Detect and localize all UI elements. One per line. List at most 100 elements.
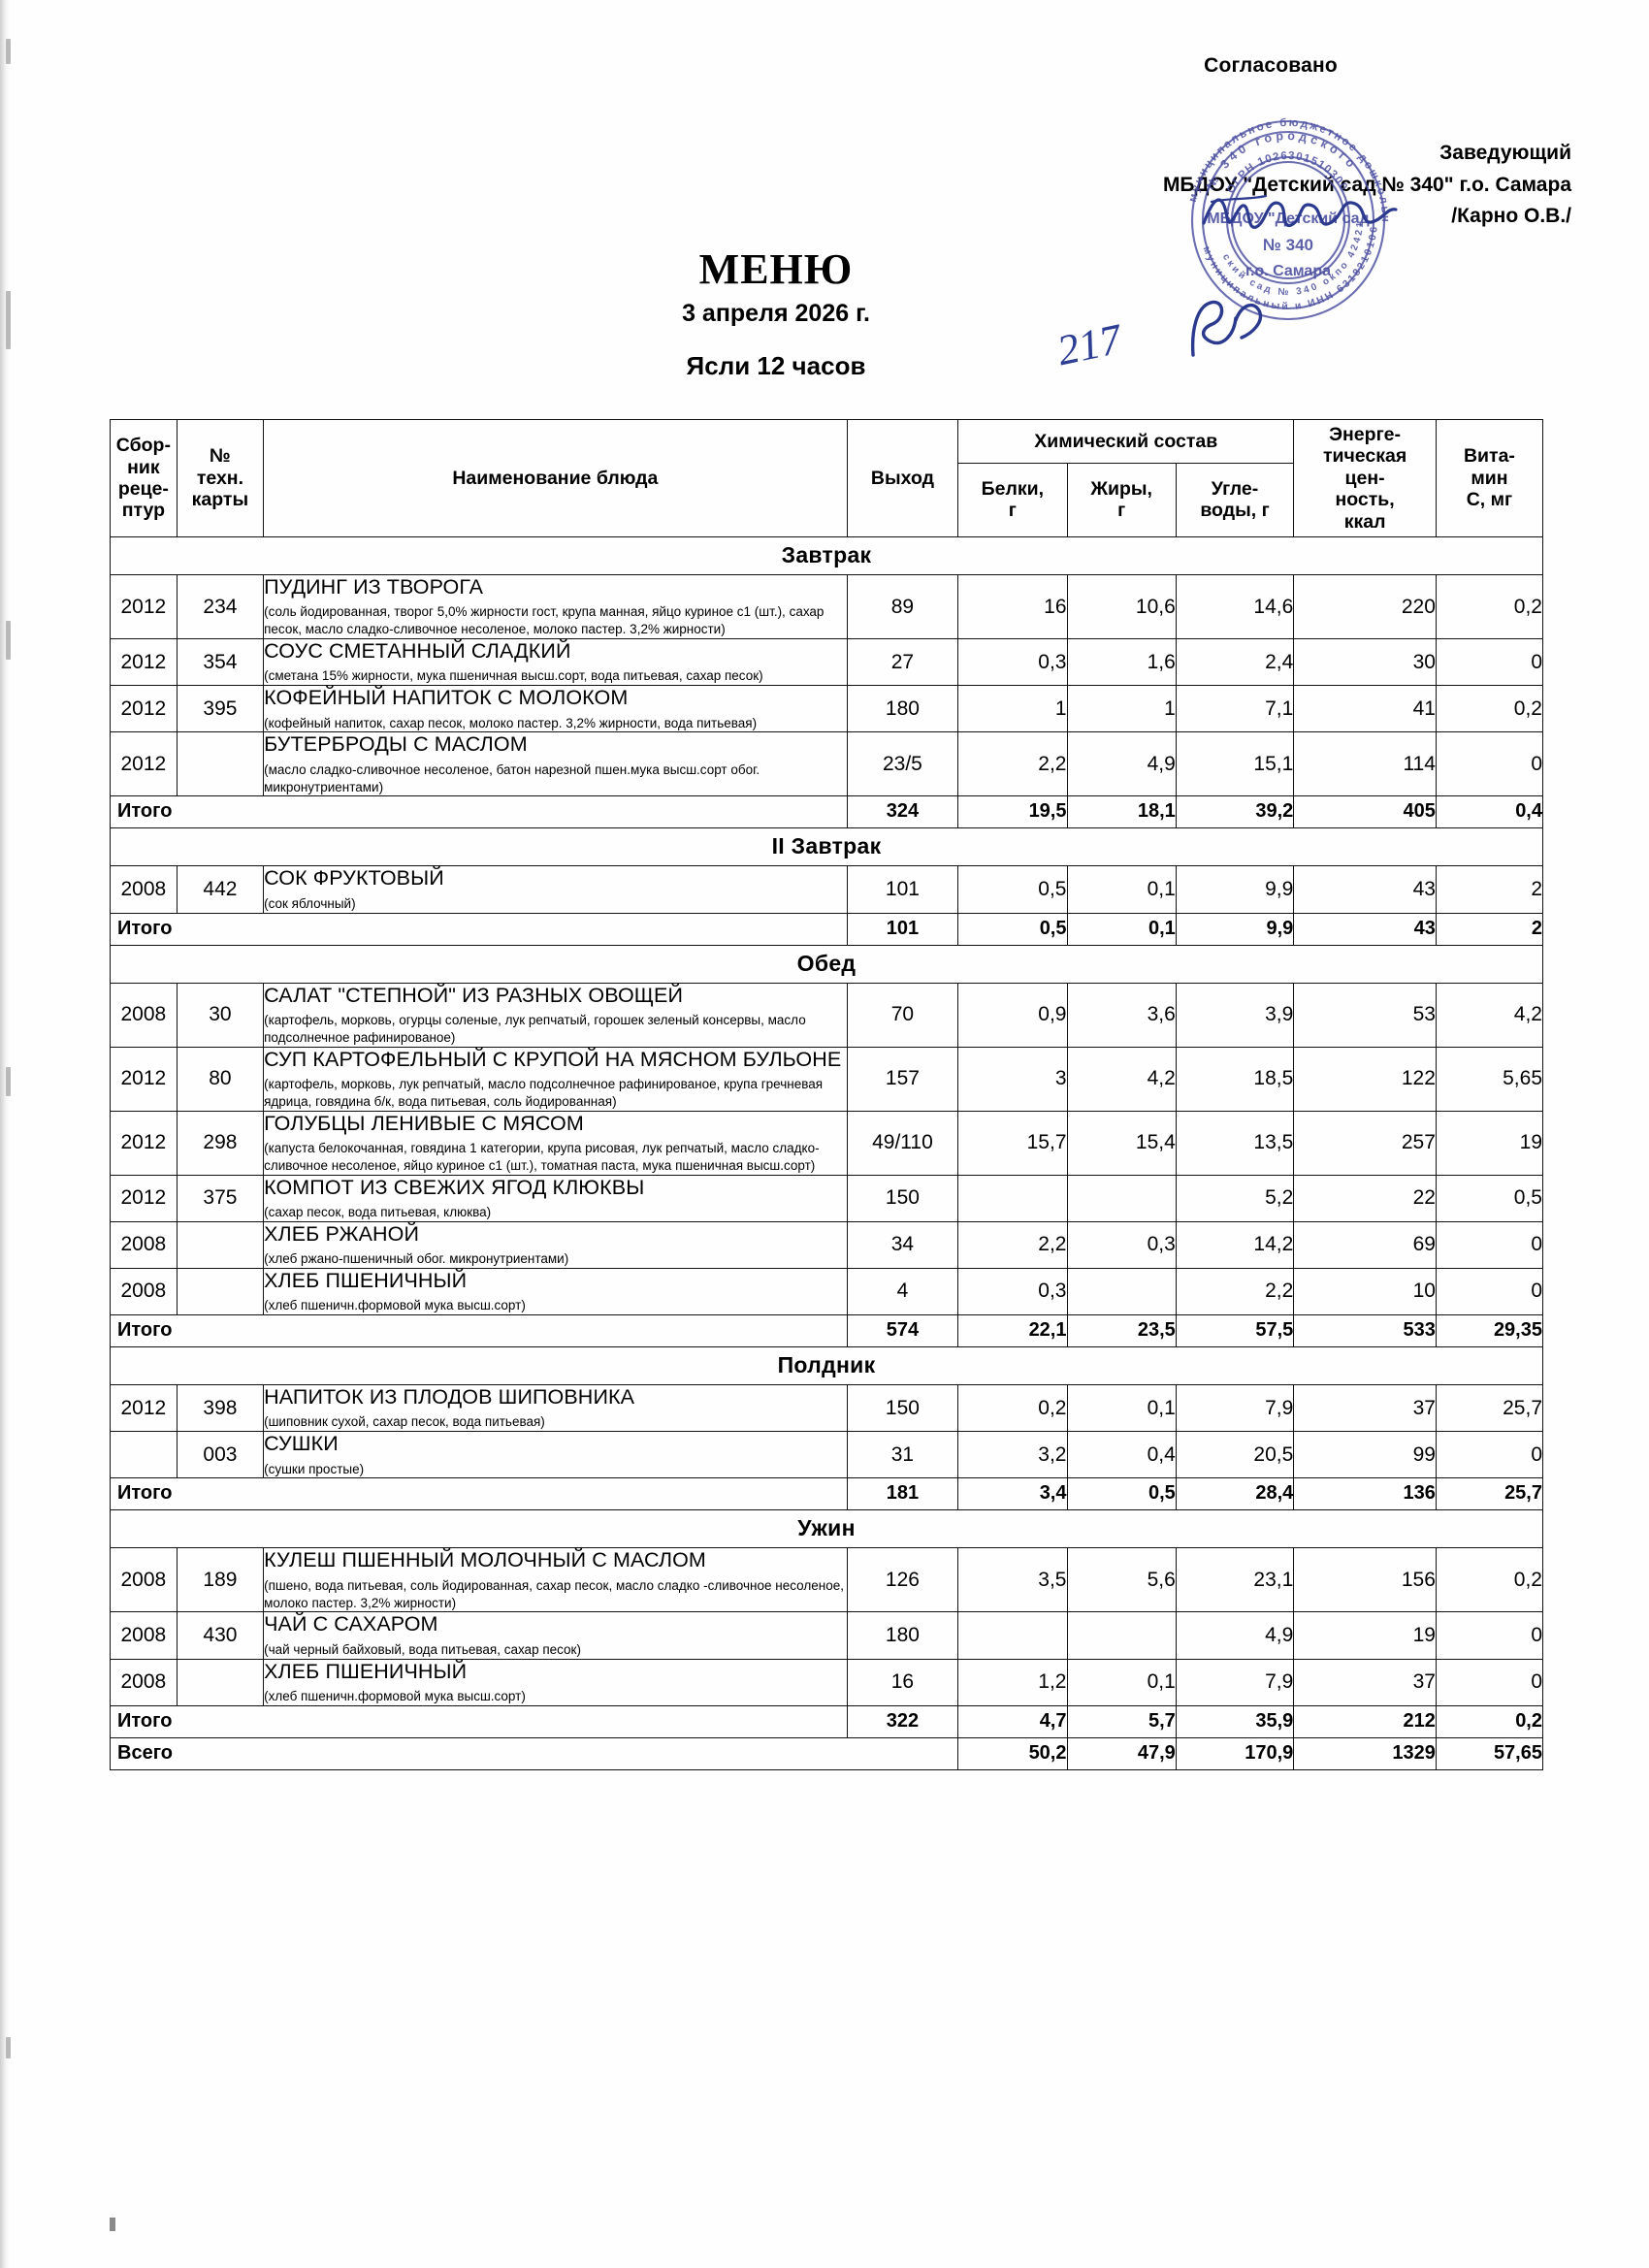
cell-dish: ХЛЕБ ПШЕНИЧНЫЙ (хлеб пшеничн.формовой мук… bbox=[263, 1267, 848, 1316]
cell-fats: 0,1 bbox=[1066, 1658, 1177, 1706]
total-output: 324 bbox=[846, 795, 959, 829]
cell-carbs: 7,9 bbox=[1175, 1658, 1295, 1706]
cell-energy: 53 bbox=[1293, 982, 1437, 1048]
cell-output: 16 bbox=[846, 1658, 959, 1706]
dish-title: ЧАЙ С САХАРОМ bbox=[264, 1612, 438, 1636]
grand-total-label: Всего bbox=[109, 1736, 959, 1770]
cell-tech-card: 189 bbox=[176, 1547, 265, 1613]
cell-output: 157 bbox=[846, 1046, 959, 1112]
cell-vitamin-c: 2 bbox=[1435, 865, 1544, 914]
total-proteins: 0,5 bbox=[957, 912, 1068, 946]
cell-energy: 257 bbox=[1293, 1110, 1437, 1176]
header-fats: Жиры, г bbox=[1066, 462, 1177, 538]
cell-output: 150 bbox=[846, 1384, 959, 1433]
cell-vitamin-c: 0 bbox=[1435, 638, 1544, 687]
table-row: 2012 80 СУП КАРТОФЕЛЬНЫЙ С КРУПОЙ НА МЯСНО… bbox=[110, 1046, 1544, 1112]
dish-ingredients: (пшено, вода питьевая, соль йодированная… bbox=[264, 1577, 844, 1610]
cell-proteins bbox=[957, 1174, 1068, 1222]
cell-proteins: 3,2 bbox=[957, 1431, 1068, 1479]
cell-proteins: 0,3 bbox=[957, 1267, 1068, 1316]
header-collection: Сбор- ник реце- птур bbox=[110, 418, 178, 538]
total-energy: 212 bbox=[1293, 1704, 1437, 1738]
dish-title: КОФЕЙНЫЙ НАПИТОК С МОЛОКОМ bbox=[264, 686, 629, 710]
cell-carbs: 7,9 bbox=[1175, 1384, 1295, 1433]
header-tech-card: № техн. карты bbox=[176, 418, 265, 538]
dish-title: СОУС СМЕТАННЫЙ СЛАДКИЙ bbox=[264, 639, 571, 664]
header-vitamin-l2: мин bbox=[1471, 467, 1508, 489]
scan-speck bbox=[6, 2037, 11, 2058]
total-carbs: 39,2 bbox=[1175, 795, 1295, 829]
dish-ingredients: (сметана 15% жирности, мука пшеничная вы… bbox=[264, 668, 763, 684]
cell-collection: 2012 bbox=[110, 1174, 178, 1222]
position-row: Заведующий bbox=[951, 138, 1571, 170]
cell-fats: 4,2 bbox=[1066, 1046, 1177, 1112]
header-fats-l1: Жиры, bbox=[1090, 477, 1152, 500]
dish-title: КОМПОТ ИЗ СВЕЖИХ ЯГОД КЛЮКВЫ bbox=[264, 1175, 645, 1199]
cell-fats: 4,9 bbox=[1066, 731, 1177, 797]
cell-carbs: 7,1 bbox=[1175, 685, 1295, 733]
cell-tech-card bbox=[176, 1267, 265, 1316]
cell-energy: 99 bbox=[1293, 1431, 1437, 1479]
cell-proteins: 16 bbox=[957, 574, 1068, 640]
cell-vitamin-c: 0 bbox=[1435, 1658, 1544, 1706]
dish-ingredients: (картофель, морковь, огурцы соленые, лук… bbox=[264, 1012, 806, 1045]
cell-vitamin-c: 0,5 bbox=[1435, 1174, 1544, 1222]
table-row: 2012 354 СОУС СМЕТАННЫЙ СЛАДКИЙ (сметана 15… bbox=[110, 638, 1544, 687]
cell-collection: 2012 bbox=[110, 731, 178, 797]
total-proteins: 4,7 bbox=[957, 1704, 1068, 1738]
total-vitamin-c: 0,2 bbox=[1435, 1704, 1544, 1738]
dish-ingredients: (хлеб пшеничн.формовой мука высш.сорт) bbox=[264, 1688, 526, 1703]
grand-total-proteins: 50,2 bbox=[957, 1736, 1068, 1770]
cell-energy: 19 bbox=[1293, 1611, 1437, 1660]
cell-energy: 10 bbox=[1293, 1267, 1437, 1316]
cell-output: 34 bbox=[846, 1220, 959, 1269]
cell-dish: ХЛЕБ ПШЕНИЧНЫЙ (хлеб пшеничн.формовой мук… bbox=[263, 1658, 848, 1706]
cell-proteins: 2,2 bbox=[957, 1220, 1068, 1269]
cell-tech-card: 442 bbox=[176, 865, 265, 914]
cell-proteins: 0,2 bbox=[957, 1384, 1068, 1433]
cell-energy: 69 bbox=[1293, 1220, 1437, 1269]
meal-section-label: Обед bbox=[110, 944, 1543, 984]
cell-proteins: 15,7 bbox=[957, 1110, 1068, 1176]
cell-fats bbox=[1066, 1174, 1177, 1222]
cell-tech-card: 395 bbox=[176, 685, 265, 733]
cell-vitamin-c: 0,2 bbox=[1435, 1547, 1544, 1613]
table-row: 2008 30 САЛАТ "СТЕПНОЙ" ИЗ РАЗНЫХ ОВОЩЕЙ (к… bbox=[110, 982, 1544, 1048]
section-total-label: Итого bbox=[110, 795, 848, 829]
cell-vitamin-c: 25,7 bbox=[1435, 1384, 1544, 1433]
cell-fats: 3,6 bbox=[1066, 982, 1177, 1048]
section-total-label: Итого bbox=[110, 1314, 848, 1348]
total-proteins: 22,1 bbox=[957, 1314, 1068, 1348]
total-fats: 0,5 bbox=[1066, 1477, 1177, 1511]
grand-total-energy: 1329 bbox=[1293, 1736, 1437, 1770]
grand-total-fats: 47,9 bbox=[1066, 1736, 1177, 1770]
dish-title: БУТЕРБРОДЫ С МАСЛОМ bbox=[264, 732, 528, 757]
cell-energy: 122 bbox=[1293, 1046, 1437, 1112]
cell-tech-card: 30 bbox=[176, 982, 265, 1048]
header-tech-card-l3: карты bbox=[191, 489, 249, 511]
cell-proteins: 3 bbox=[957, 1046, 1068, 1112]
dish-ingredients: (сок яблочный) bbox=[264, 895, 356, 911]
menu-table: Сбор- ник реце- птур № техн. карты Наиме… bbox=[109, 418, 1544, 1770]
dish-title: ХЛЕБ ПШЕНИЧНЫЙ bbox=[264, 1659, 468, 1683]
cell-carbs: 9,9 bbox=[1175, 865, 1295, 914]
total-vitamin-c: 29,35 bbox=[1435, 1314, 1544, 1348]
approval-label: Согласовано bbox=[1204, 54, 1338, 77]
header-vitamin-l1: Вита- bbox=[1463, 445, 1515, 468]
dish-title: СОК ФРУКТОВЫЙ bbox=[264, 866, 444, 891]
cell-carbs: 4,9 bbox=[1175, 1611, 1295, 1660]
section-total-row: Итого 322 4,7 5,7 35,9 212 0,2 bbox=[110, 1704, 1544, 1738]
table-row: 2012 398 НАПИТОК ИЗ ПЛОДОВ ШИПОВНИКА (шипов… bbox=[110, 1384, 1544, 1433]
cell-carbs: 2,4 bbox=[1175, 638, 1295, 687]
total-output: 322 bbox=[846, 1704, 959, 1738]
header-collection-l4: птур bbox=[121, 500, 166, 522]
cell-vitamin-c: 19 bbox=[1435, 1110, 1544, 1176]
cell-collection: 2008 bbox=[110, 1267, 178, 1316]
total-carbs: 28,4 bbox=[1175, 1477, 1295, 1511]
cell-output: 89 bbox=[846, 574, 959, 640]
scan-speck bbox=[6, 291, 11, 349]
dish-ingredients: (хлеб пшеничн.формовой мука высш.сорт) bbox=[264, 1298, 526, 1313]
header-carbs: Угле- воды, г bbox=[1175, 462, 1295, 538]
header-energy-l5: ккал bbox=[1343, 510, 1386, 533]
cell-fats: 5,6 bbox=[1066, 1547, 1177, 1613]
